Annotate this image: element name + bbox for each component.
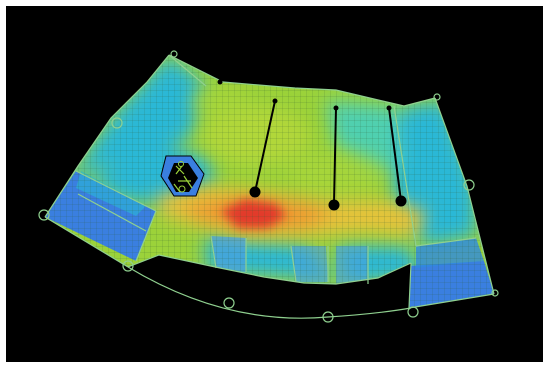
stair-opening-icon bbox=[160, 155, 205, 197]
contour-canvas[interactable] bbox=[6, 6, 543, 362]
slab-outline bbox=[44, 54, 495, 319]
column-dots bbox=[217, 79, 407, 211]
circle-node-icon[interactable] bbox=[111, 117, 123, 129]
stress-contour bbox=[45, 55, 494, 308]
circle-node-icon[interactable] bbox=[122, 260, 134, 272]
column-dot-icon[interactable] bbox=[217, 79, 223, 85]
column-dot-icon[interactable] bbox=[328, 199, 340, 211]
column-dot-icon[interactable] bbox=[272, 98, 278, 104]
column-dot-icon[interactable] bbox=[249, 186, 261, 198]
column-dot-icon[interactable] bbox=[395, 195, 407, 207]
column-dot-icon[interactable] bbox=[333, 105, 339, 111]
circle-node-icon[interactable] bbox=[170, 50, 178, 58]
model-viewport[interactable] bbox=[6, 6, 543, 362]
circle-node-icon[interactable] bbox=[463, 179, 475, 191]
circle-node-icon[interactable] bbox=[433, 93, 441, 101]
circle-node-icon[interactable] bbox=[491, 289, 499, 297]
circle-node-icon[interactable] bbox=[38, 209, 50, 221]
support-nodes bbox=[38, 50, 499, 323]
shear-walls bbox=[254, 100, 402, 205]
circle-node-icon[interactable] bbox=[407, 306, 419, 318]
circle-node-icon[interactable] bbox=[223, 297, 235, 309]
circle-node-icon[interactable] bbox=[322, 311, 334, 323]
column-dot-icon[interactable] bbox=[386, 105, 392, 111]
